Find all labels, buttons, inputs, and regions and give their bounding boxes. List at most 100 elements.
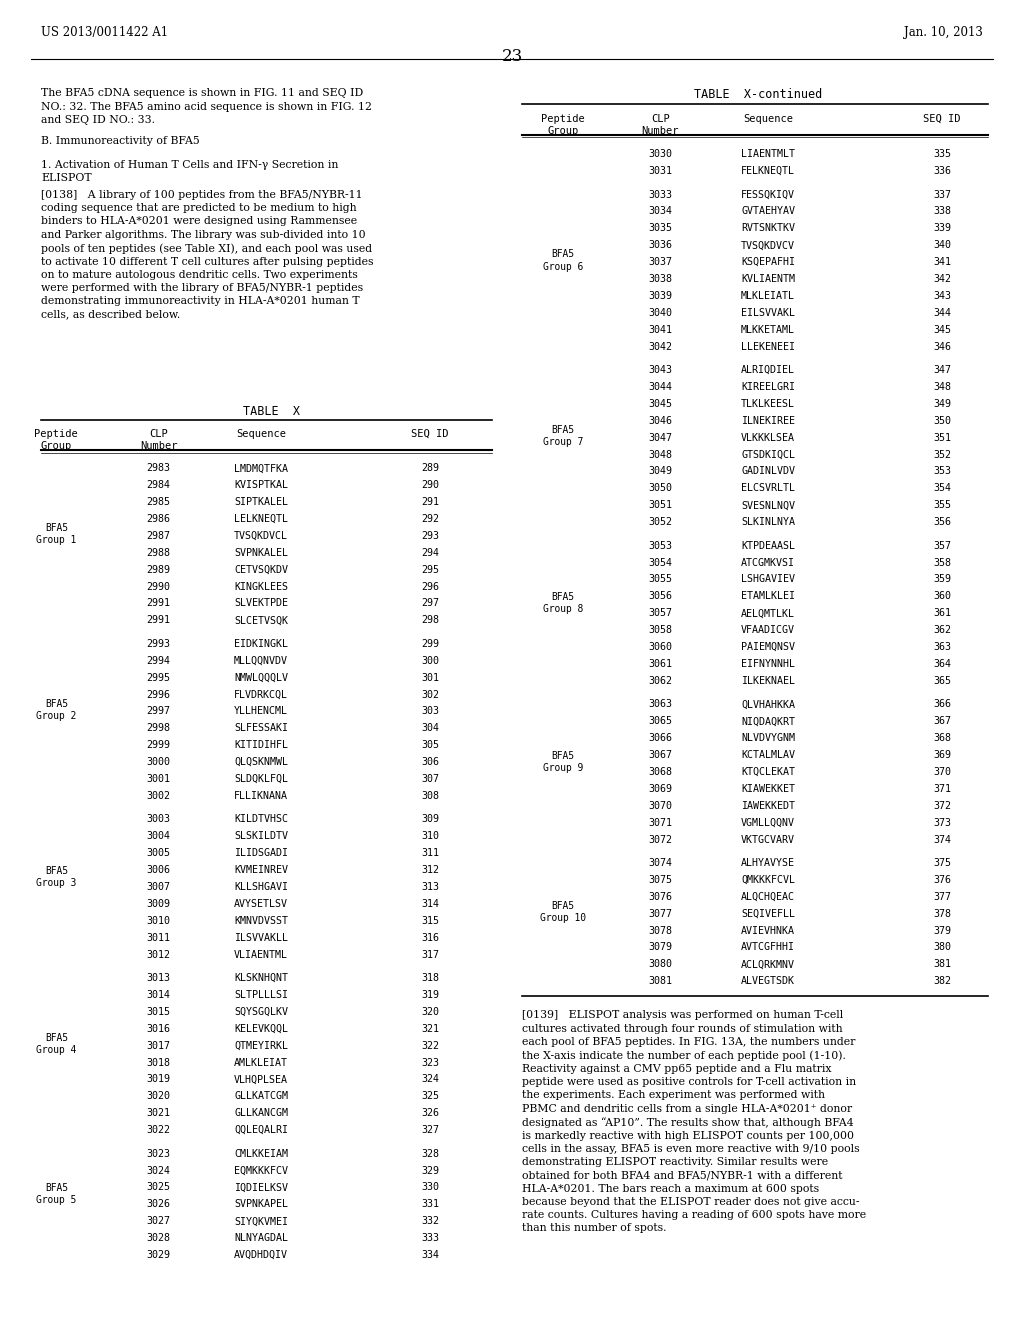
Text: 3015: 3015 bbox=[146, 1007, 171, 1016]
Text: BFA5
Group 5: BFA5 Group 5 bbox=[36, 1183, 77, 1205]
Text: 327: 327 bbox=[421, 1125, 439, 1135]
Text: 322: 322 bbox=[421, 1040, 439, 1051]
Text: 1. Activation of Human T Cells and IFN-γ Secretion in
ELISPOT: 1. Activation of Human T Cells and IFN-γ… bbox=[41, 160, 338, 183]
Text: 3078: 3078 bbox=[648, 925, 673, 936]
Text: 3046: 3046 bbox=[648, 416, 673, 426]
Text: VKTGCVARV: VKTGCVARV bbox=[741, 834, 795, 845]
Text: 357: 357 bbox=[933, 541, 951, 550]
Text: 3076: 3076 bbox=[648, 892, 673, 902]
Text: 3018: 3018 bbox=[146, 1057, 171, 1068]
Text: 356: 356 bbox=[933, 517, 951, 527]
Text: BFA5
Group 4: BFA5 Group 4 bbox=[36, 1032, 77, 1055]
Text: KVISPTKAL: KVISPTKAL bbox=[234, 480, 288, 490]
Text: 323: 323 bbox=[421, 1057, 439, 1068]
Text: IAWEKKEDT: IAWEKKEDT bbox=[741, 801, 795, 810]
Text: 369: 369 bbox=[933, 750, 951, 760]
Text: 294: 294 bbox=[421, 548, 439, 558]
Text: GLLKANCGM: GLLKANCGM bbox=[234, 1109, 288, 1118]
Text: 3055: 3055 bbox=[648, 574, 673, 585]
Text: 344: 344 bbox=[933, 308, 951, 318]
Text: SVESNLNQV: SVESNLNQV bbox=[741, 500, 795, 511]
Text: 321: 321 bbox=[421, 1024, 439, 1034]
Text: FLLIKNANA: FLLIKNANA bbox=[234, 791, 288, 801]
Text: 371: 371 bbox=[933, 784, 951, 793]
Text: 3080: 3080 bbox=[648, 960, 673, 969]
Text: VLIAENTML: VLIAENTML bbox=[234, 949, 288, 960]
Text: FESSQKIQV: FESSQKIQV bbox=[741, 190, 795, 199]
Text: 3013: 3013 bbox=[146, 973, 171, 983]
Text: Jan. 10, 2013: Jan. 10, 2013 bbox=[904, 26, 983, 40]
Text: 330: 330 bbox=[421, 1183, 439, 1192]
Text: 301: 301 bbox=[421, 673, 439, 682]
Text: KILDTVHSC: KILDTVHSC bbox=[234, 814, 288, 825]
Text: VLHQPLSEA: VLHQPLSEA bbox=[234, 1074, 288, 1085]
Text: ETAMLKLEI: ETAMLKLEI bbox=[741, 591, 795, 602]
Text: CMLKKEIAM: CMLKKEIAM bbox=[234, 1148, 288, 1159]
Text: KMNVDVSST: KMNVDVSST bbox=[234, 916, 288, 925]
Text: 3006: 3006 bbox=[146, 865, 171, 875]
Text: 303: 303 bbox=[421, 706, 439, 717]
Text: QLQSKNMWL: QLQSKNMWL bbox=[234, 758, 288, 767]
Text: 3054: 3054 bbox=[648, 557, 673, 568]
Text: QTMEYIRKL: QTMEYIRKL bbox=[234, 1040, 288, 1051]
Text: 2998: 2998 bbox=[146, 723, 171, 734]
Text: BFA5
Group 7: BFA5 Group 7 bbox=[543, 425, 584, 447]
Text: KVMEINREV: KVMEINREV bbox=[234, 865, 288, 875]
Text: 380: 380 bbox=[933, 942, 951, 953]
Text: 382: 382 bbox=[933, 977, 951, 986]
Text: KSQEPAFHI: KSQEPAFHI bbox=[741, 257, 795, 267]
Text: SIPTKALEL: SIPTKALEL bbox=[234, 498, 288, 507]
Text: 3031: 3031 bbox=[648, 166, 673, 176]
Text: 319: 319 bbox=[421, 990, 439, 1001]
Text: Peptide
Group: Peptide Group bbox=[542, 114, 585, 136]
Text: 3052: 3052 bbox=[648, 517, 673, 527]
Text: 3005: 3005 bbox=[146, 849, 171, 858]
Text: 342: 342 bbox=[933, 275, 951, 284]
Text: 364: 364 bbox=[933, 659, 951, 669]
Text: 298: 298 bbox=[421, 615, 439, 626]
Text: 3072: 3072 bbox=[648, 834, 673, 845]
Text: MLKLEIATL: MLKLEIATL bbox=[741, 290, 795, 301]
Text: VGMLLQQNV: VGMLLQQNV bbox=[741, 817, 795, 828]
Text: 293: 293 bbox=[421, 531, 439, 541]
Text: KLLSHGAVI: KLLSHGAVI bbox=[234, 882, 288, 892]
Text: RVTSNKTKV: RVTSNKTKV bbox=[741, 223, 795, 234]
Text: 3024: 3024 bbox=[146, 1166, 171, 1176]
Text: SLDQKLFQL: SLDQKLFQL bbox=[234, 774, 288, 784]
Text: 337: 337 bbox=[933, 190, 951, 199]
Text: 3002: 3002 bbox=[146, 791, 171, 801]
Text: 2996: 2996 bbox=[146, 689, 171, 700]
Text: ILKEKNAEL: ILKEKNAEL bbox=[741, 676, 795, 686]
Text: AELQMTLKL: AELQMTLKL bbox=[741, 609, 795, 618]
Text: LMDMQTFKA: LMDMQTFKA bbox=[234, 463, 288, 474]
Text: BFA5
Group 9: BFA5 Group 9 bbox=[543, 751, 584, 774]
Text: 313: 313 bbox=[421, 882, 439, 892]
Text: 3043: 3043 bbox=[648, 366, 673, 375]
Text: 3037: 3037 bbox=[648, 257, 673, 267]
Text: 348: 348 bbox=[933, 381, 951, 392]
Text: 297: 297 bbox=[421, 598, 439, 609]
Text: 312: 312 bbox=[421, 865, 439, 875]
Text: AVIEVHNKA: AVIEVHNKA bbox=[741, 925, 795, 936]
Text: 324: 324 bbox=[421, 1074, 439, 1085]
Text: EIFNYNNHL: EIFNYNNHL bbox=[741, 659, 795, 669]
Text: 23: 23 bbox=[502, 48, 522, 65]
Text: 3075: 3075 bbox=[648, 875, 673, 884]
Text: LIAENTMLT: LIAENTMLT bbox=[741, 149, 795, 160]
Text: AVTCGFHHI: AVTCGFHHI bbox=[741, 942, 795, 953]
Text: BFA5
Group 2: BFA5 Group 2 bbox=[36, 698, 77, 721]
Text: KELEVKQQL: KELEVKQQL bbox=[234, 1024, 288, 1034]
Text: 332: 332 bbox=[421, 1216, 439, 1226]
Text: ALVEGTSDK: ALVEGTSDK bbox=[741, 977, 795, 986]
Text: 338: 338 bbox=[933, 206, 951, 216]
Text: 378: 378 bbox=[933, 908, 951, 919]
Text: [0138]   A library of 100 peptides from the BFA5/NYBR-11
coding sequence that ar: [0138] A library of 100 peptides from th… bbox=[41, 190, 374, 319]
Text: 381: 381 bbox=[933, 960, 951, 969]
Text: 3026: 3026 bbox=[146, 1200, 171, 1209]
Text: MLKKETAML: MLKKETAML bbox=[741, 325, 795, 335]
Text: NLNYAGDAL: NLNYAGDAL bbox=[234, 1233, 288, 1243]
Text: 291: 291 bbox=[421, 498, 439, 507]
Text: 3069: 3069 bbox=[648, 784, 673, 793]
Text: KIREELGRI: KIREELGRI bbox=[741, 381, 795, 392]
Text: 363: 363 bbox=[933, 642, 951, 652]
